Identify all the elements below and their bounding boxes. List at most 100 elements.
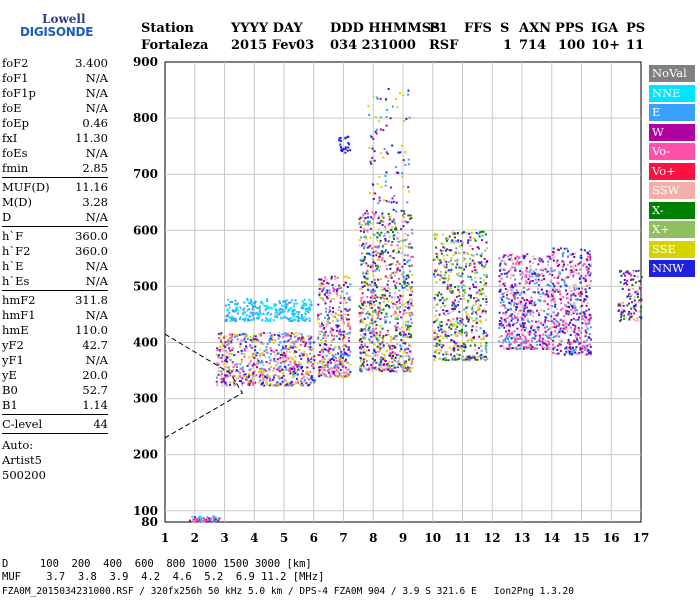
echo-point [369,332,372,335]
echo-points [188,87,643,523]
echo-point [374,269,377,272]
param-name: foF1 [2,71,29,85]
echo-point [317,353,320,356]
echo-point [499,265,502,268]
echo-point [255,312,258,315]
echo-point [381,244,384,247]
echo-point [191,515,194,518]
echo-point [456,233,459,236]
echo-point [341,290,344,293]
echo-point [296,340,299,343]
echo-point [533,304,536,307]
echo-point [588,332,591,335]
echo-point [277,337,280,340]
echo-point [372,261,375,264]
echo-point [617,309,620,312]
echo-point [344,151,347,154]
echo-point [628,310,631,313]
echo-point [619,281,622,284]
echo-point [433,275,436,278]
echo-point [252,381,255,384]
param-row-he: h`E N/A [2,259,108,274]
echo-point [380,250,383,253]
echo-point [278,300,281,303]
echo-point [282,336,285,339]
echo-point [268,367,271,370]
header-value-ps: 11 [626,38,645,53]
echo-point [463,288,466,291]
echo-point [388,218,391,221]
echo-point [395,264,398,267]
echo-point [305,352,308,355]
echo-point [542,260,545,263]
echo-point [373,262,376,265]
echo-point [542,346,545,349]
echo-point [292,352,295,355]
echo-point [401,172,404,175]
legend-item-voplus: Vo+ [649,162,695,180]
echo-point [509,303,512,306]
echo-point [284,307,287,310]
echo-point [391,231,394,234]
echo-point [392,208,395,211]
echo-point [225,374,228,377]
echo-point [236,365,239,368]
echo-point [376,221,379,224]
echo-point [625,271,628,274]
echo-point [437,339,440,342]
echo-point [378,269,381,272]
echo-point [393,222,396,225]
legend-item-xplus: X+ [649,221,695,238]
echo-point [271,335,274,338]
echo-point [384,315,387,318]
echo-point [332,287,335,290]
echo-point [380,308,383,311]
echo-point [547,346,550,349]
echo-point [347,318,350,321]
echo-point [504,287,507,290]
echo-point [515,259,518,262]
echo-point [434,320,437,323]
echo-point [339,361,342,364]
echo-point [247,375,250,378]
echo-point [567,301,570,304]
echo-point [544,268,547,271]
legend-item-sse: SSE [649,240,695,258]
echo-point [440,276,443,279]
echo-point [331,357,334,360]
echo-point [377,338,380,341]
echo-point [371,299,374,302]
echo-point [465,306,468,309]
echo-point [467,239,470,242]
echo-point [277,375,280,378]
echo-point [298,361,301,364]
echo-point [589,317,592,320]
echo-point [284,334,287,337]
echo-point [293,383,296,386]
echo-point [574,348,577,351]
echo-point [477,299,480,302]
echo-point [411,232,414,235]
echo-point [231,362,234,365]
echo-point [502,304,505,307]
echo-point [378,120,381,123]
echo-point [509,302,512,305]
echo-point [474,358,477,361]
echo-point [372,191,375,194]
echo-point [243,349,246,352]
echo-point [449,324,452,327]
echo-point [278,343,281,346]
echo-point [391,226,394,229]
echo-point [633,318,636,321]
echo-point [393,359,396,362]
echo-point [242,332,245,335]
echo-point [269,347,272,350]
echo-point [571,289,574,292]
echo-point [461,284,464,287]
echo-point [590,353,593,356]
echo-point [638,299,641,302]
echo-point [585,332,588,335]
echo-point [224,335,227,338]
echo-point [549,257,552,260]
echo-point [395,370,398,373]
